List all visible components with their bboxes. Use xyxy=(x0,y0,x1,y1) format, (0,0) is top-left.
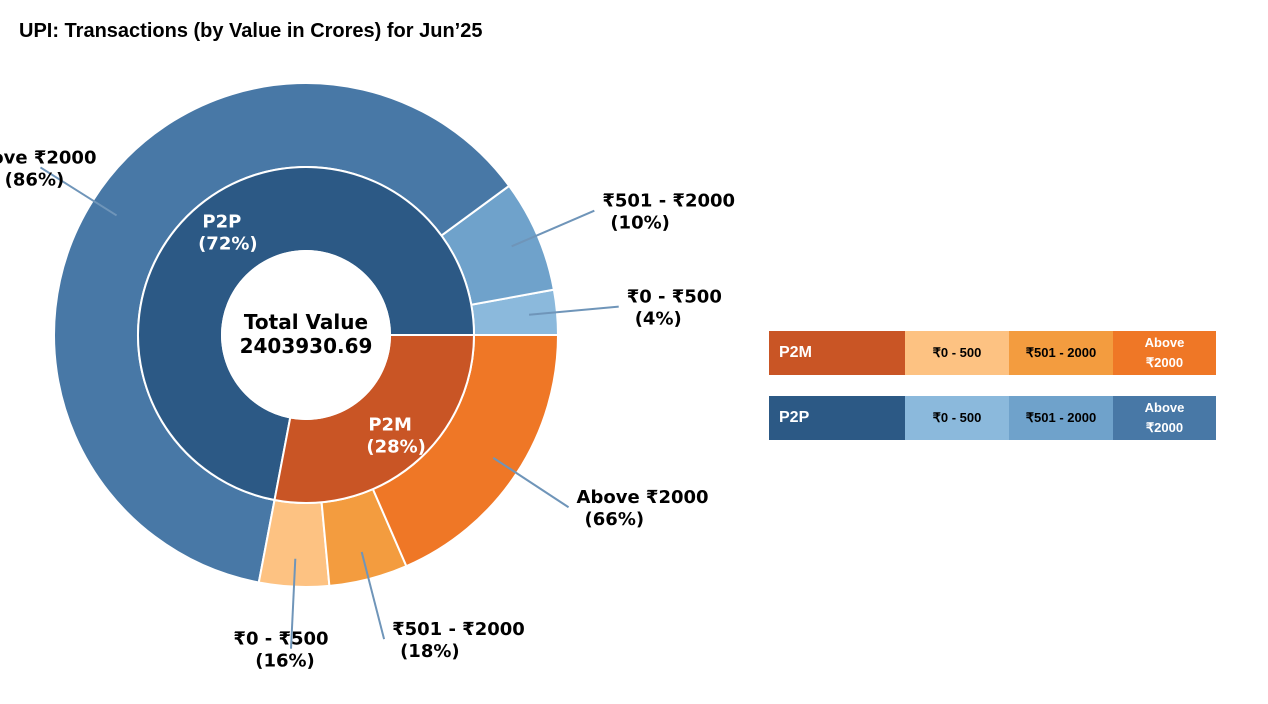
slice-labels: P2P (72%) P2M (28%) ₹0 - ₹500 (4%) ₹501 - ₹200… xyxy=(0,147,735,671)
legend-p2p-0-500: ₹0 - 500 xyxy=(905,396,1009,440)
center-title: Total Value xyxy=(244,310,368,334)
leader-lines xyxy=(39,166,619,649)
outer-label-p2p-above-2000: Above ₹2000(86%) xyxy=(0,147,96,190)
outer-label-p2p-0-500: ₹0 - ₹500 (4%) xyxy=(627,287,722,330)
legend-p2m-head: P2M xyxy=(769,331,905,375)
leader-p2m-501-2000 xyxy=(360,551,386,640)
nested-donut-chart: P2P (72%) P2M (28%) ₹0 - ₹500 (4%) ₹501 - ₹200… xyxy=(0,82,735,672)
leader-p2m-above-2000 xyxy=(492,457,570,509)
leader-p2p-501-2000 xyxy=(511,209,595,248)
legend-p2m-501-2000: ₹501 - 2000 xyxy=(1009,331,1113,375)
legend-p2m-0-500: ₹0 - 500 xyxy=(905,331,1009,375)
leader-p2m-0-500 xyxy=(290,558,297,649)
inner-label-p2m: P2M (28%) xyxy=(366,415,426,458)
legend-p2p-501-2000: ₹501 - 2000 xyxy=(1009,396,1113,440)
donut-hole xyxy=(221,250,391,420)
legend-p2p: P2P ₹0 - 500 ₹501 - 2000 Above ₹2000 xyxy=(769,396,1216,440)
legend-p2p-head: P2P xyxy=(769,396,905,440)
legend-p2m-above-2000: Above ₹2000 xyxy=(1113,331,1216,375)
center-total-value: 2403930.69 xyxy=(240,334,373,358)
legend-p2m: P2M ₹0 - 500 ₹501 - 2000 Above ₹2000 xyxy=(769,331,1216,375)
outer-label-p2m-501-2000: ₹501 - ₹2000 (18%) xyxy=(392,619,525,662)
leader-p2p-above-2000 xyxy=(39,166,118,217)
legend-p2p-above-2000: Above ₹2000 xyxy=(1113,396,1216,440)
outer-ring xyxy=(53,82,560,588)
outer-label-p2m-0-500: ₹0 - ₹500 (16%) xyxy=(233,629,328,672)
outer-label-p2m-above-2000: Above ₹2000 (66%) xyxy=(577,487,709,530)
leader-p2p-0-500 xyxy=(528,305,619,316)
chart-title: UPI: Transactions (by Value in Crores) f… xyxy=(19,20,483,42)
outer-label-p2p-501-2000: ₹501 - ₹2000 (10%) xyxy=(602,191,735,234)
inner-label-p2p: P2P (72%) xyxy=(198,211,258,254)
